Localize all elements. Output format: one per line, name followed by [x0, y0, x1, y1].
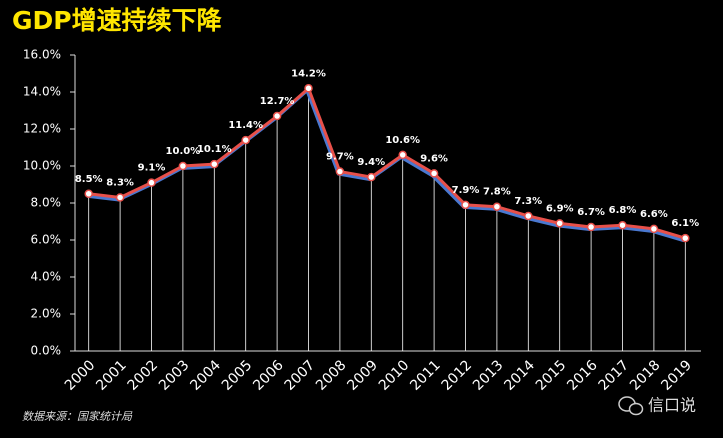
y-tick-label: 2.0% [31, 307, 62, 321]
y-tick-label: 0.0% [31, 344, 62, 358]
line [88, 85, 686, 240]
point [555, 219, 564, 228]
data-label: 6.9% [546, 203, 574, 214]
data-label: 9.4% [357, 157, 385, 168]
point [649, 224, 659, 234]
point [461, 200, 470, 210]
point [210, 159, 219, 169]
watermark-icon [618, 396, 644, 416]
point [241, 135, 250, 145]
point [147, 178, 156, 187]
y-tick-label: 16.0% [23, 48, 61, 62]
chart-title: GDP增速持续下降 [12, 6, 223, 35]
point [84, 189, 93, 198]
point [178, 161, 188, 171]
data-label: 9.7% [326, 152, 354, 163]
point [115, 193, 125, 202]
point [681, 233, 690, 243]
y-tick-label: 12.0% [23, 122, 61, 136]
y-tick-label: 10.0% [23, 159, 61, 173]
data-label: 6.6% [640, 209, 668, 220]
point [524, 211, 533, 221]
data-label: 11.4% [228, 120, 263, 131]
point [304, 84, 313, 93]
data-label: 7.3% [514, 196, 542, 207]
data-label: 14.2% [291, 68, 326, 79]
data-label: 8.5% [75, 174, 103, 185]
y-tick-label: 4.0% [31, 270, 62, 284]
point [335, 167, 345, 176]
point [586, 222, 596, 232]
y-tick-label: 14.0% [23, 85, 61, 99]
watermark: 信口说 [648, 396, 696, 415]
point [398, 150, 407, 160]
data-label: 6.1% [671, 218, 699, 229]
data-label: 12.7% [260, 96, 295, 107]
data-label: 9.6% [420, 153, 448, 164]
y-tick-label: 8.0% [31, 196, 62, 210]
data-label: 6.7% [577, 207, 605, 218]
data-label: 8.3% [106, 177, 134, 188]
y-tick-label: 6.0% [31, 233, 62, 247]
point [367, 172, 376, 182]
data-label: 6.8% [609, 205, 637, 216]
point [618, 220, 627, 230]
data-label: 9.1% [138, 163, 166, 174]
data-label: 10.6% [385, 135, 420, 146]
data-label: 10.0% [166, 146, 201, 157]
point [272, 111, 282, 121]
data-label: 7.8% [483, 187, 511, 198]
point [429, 169, 439, 178]
point [492, 202, 502, 211]
data-label: 10.1% [197, 144, 232, 155]
source-note: 数据来源：国家统计局 [22, 410, 133, 423]
data-label: 7.9% [452, 185, 480, 196]
